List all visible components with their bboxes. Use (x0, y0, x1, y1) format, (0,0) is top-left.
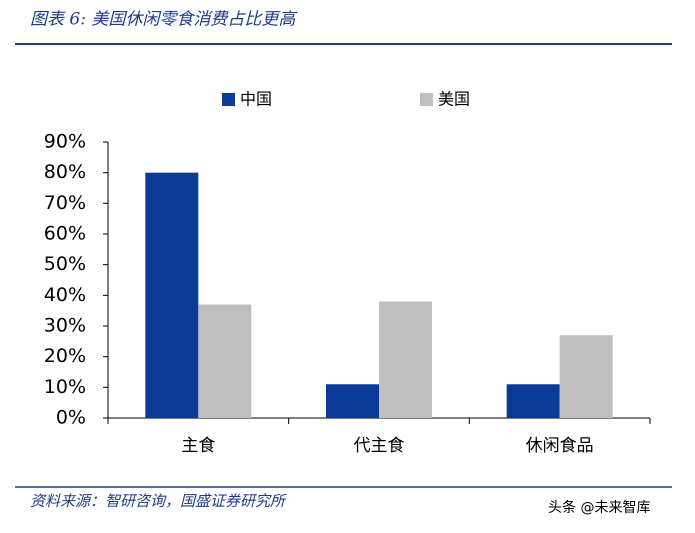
bar (198, 304, 252, 418)
y-tick-label: 30% (44, 315, 86, 337)
legend-label: 中国 (240, 90, 272, 109)
bar (506, 384, 560, 418)
bar (559, 335, 613, 418)
legend-swatch (222, 93, 235, 106)
y-tick-label: 0% (56, 407, 86, 429)
y-tick-label: 10% (44, 376, 86, 398)
watermark: 头条 @未来智库 (548, 499, 650, 516)
x-tick-label: 代主食 (354, 436, 405, 456)
y-tick-label: 80% (44, 161, 86, 183)
chart-title: 图表 6: 美国休闲零食消费占比更高 (30, 10, 298, 30)
legend-swatch (420, 93, 433, 106)
y-tick-label: 90% (44, 131, 86, 153)
bar (379, 301, 432, 418)
bar (326, 384, 379, 418)
source: 资料来源：智研咨询，国盛证券研究所 (30, 492, 287, 510)
x-tick-label: 休闲食品 (526, 436, 594, 456)
y-tick-label: 20% (44, 345, 86, 367)
y-tick-label: 60% (44, 223, 86, 245)
bar (145, 172, 199, 418)
legend-label: 美国 (438, 90, 470, 109)
y-tick-label: 70% (44, 192, 86, 214)
y-tick-label: 40% (44, 284, 86, 306)
y-tick-label: 50% (44, 253, 86, 275)
x-tick-label: 主食 (181, 436, 215, 456)
